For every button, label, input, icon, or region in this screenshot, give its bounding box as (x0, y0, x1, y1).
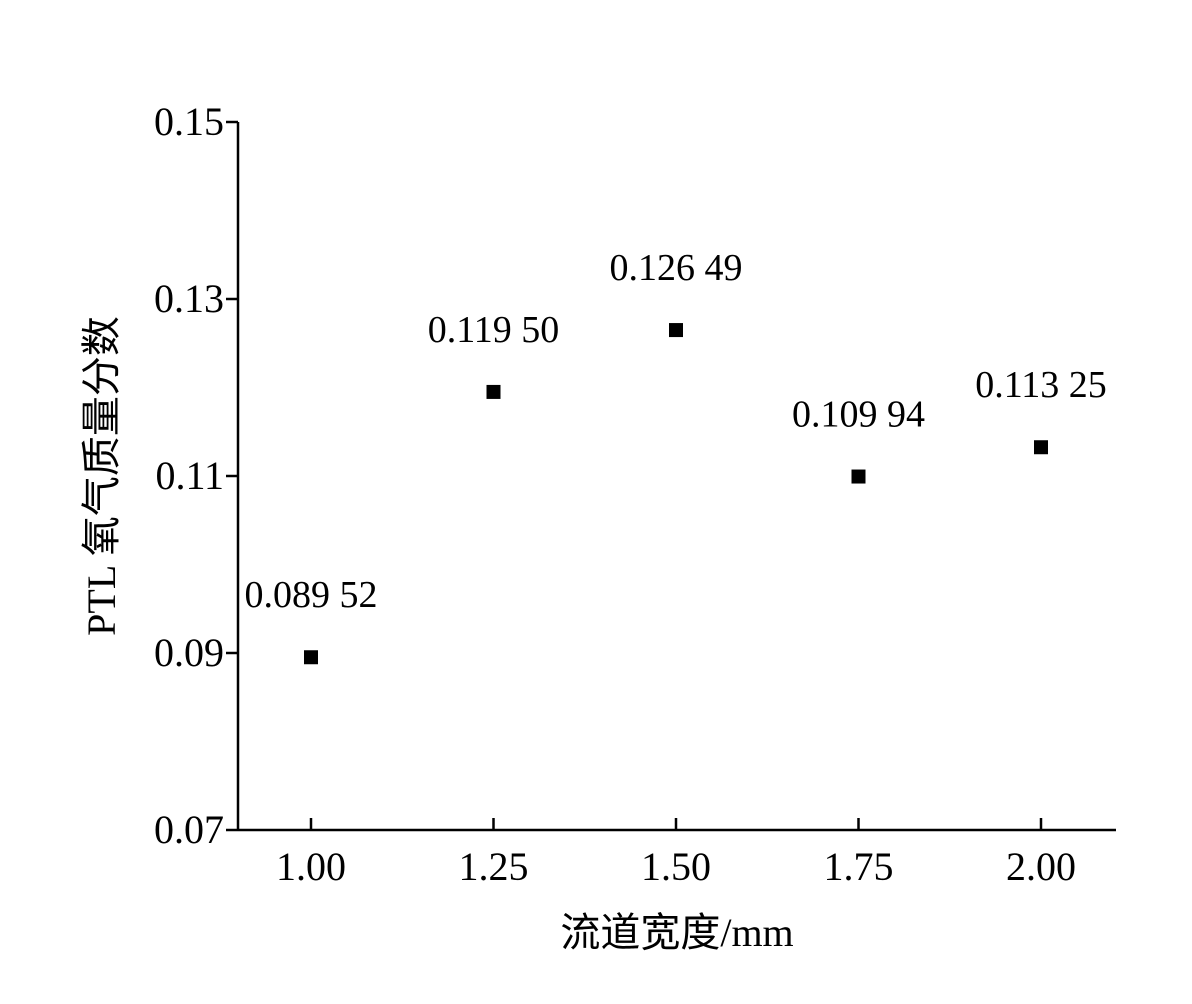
data-point-label: 0.113 25 (975, 364, 1107, 406)
data-point-label: 0.119 50 (428, 309, 560, 351)
x-axis-title: 流道宽度/mm (560, 910, 793, 955)
data-point-marker (1034, 440, 1048, 455)
y-tick-label: 0.15 (154, 99, 224, 144)
x-ticks: 1.00 1.25 1.50 1.75 2.00 (276, 818, 1076, 889)
y-tick-label: 0.13 (154, 276, 224, 321)
y-axis-title: PTL 氧气质量分数 (79, 316, 124, 636)
data-point-label: 0.109 94 (792, 394, 925, 436)
data-point-label: 0.089 52 (245, 574, 378, 616)
data-point-marker (669, 323, 683, 338)
y-tick-label: 0.07 (154, 807, 224, 852)
data-point-marker (486, 384, 501, 399)
x-tick-label: 1.50 (641, 844, 711, 889)
axes (236, 122, 1116, 832)
y-tick-label: 0.11 (155, 453, 224, 498)
x-tick-label: 1.00 (276, 844, 346, 889)
data-point-marker (304, 650, 318, 665)
data-point-label: 0.126 49 (610, 247, 743, 289)
x-tick-label: 2.00 (1006, 844, 1076, 889)
data-point-marker (851, 469, 866, 484)
y-ticks: 0.07 0.09 0.11 0.13 0.15 (154, 99, 238, 852)
data-points (304, 323, 1048, 665)
x-tick-label: 1.25 (459, 844, 529, 889)
x-tick-label: 1.75 (824, 844, 894, 889)
data-labels: 0.089 52 0.119 50 0.126 49 0.109 94 0.113 25 (245, 247, 1107, 616)
y-tick-label: 0.09 (154, 630, 224, 675)
